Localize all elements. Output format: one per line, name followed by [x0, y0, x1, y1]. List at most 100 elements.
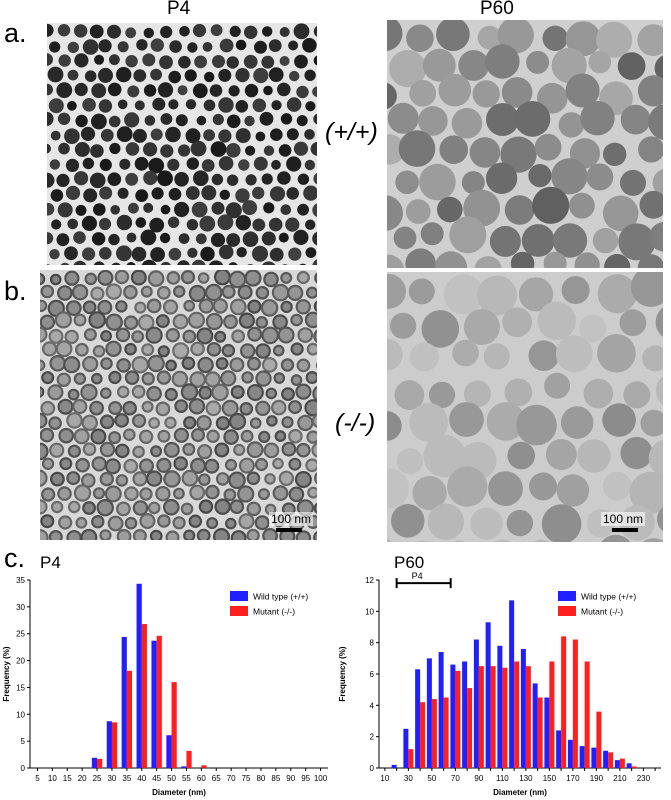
fibril [255, 285, 270, 300]
fibril [73, 484, 92, 502]
fibril [500, 136, 537, 173]
y-tick-label: 8 [370, 639, 375, 648]
fibril [295, 299, 311, 315]
fibril [54, 311, 72, 329]
x-tick-label: 150 [543, 774, 557, 783]
fibril [262, 528, 278, 540]
fibril [63, 356, 81, 374]
fibril [104, 458, 121, 475]
fibril [75, 457, 90, 473]
fibril [648, 439, 663, 477]
fibril [208, 260, 224, 265]
fibril [173, 456, 188, 471]
fibril [188, 311, 206, 329]
fibril [244, 270, 262, 287]
fibril [552, 223, 588, 258]
fibril [296, 85, 309, 99]
fibril [221, 284, 236, 299]
fibril [172, 487, 185, 500]
fibril [463, 309, 500, 345]
bar-wild [403, 728, 409, 768]
fibril [167, 216, 180, 228]
fibril [638, 136, 663, 163]
fibril [228, 85, 240, 97]
legend-label-wild: Wild type (+/+) [253, 592, 308, 602]
x-axis-label: Diameter (nm) [152, 788, 206, 797]
fibril [266, 415, 278, 427]
y-tick-label: 25 [16, 630, 25, 639]
fibril [163, 299, 179, 315]
fibril [427, 503, 465, 540]
fibril [188, 284, 206, 303]
fibril [56, 372, 71, 388]
fibril [115, 300, 128, 313]
fibril [50, 130, 61, 141]
fibril [99, 529, 112, 540]
fibril [233, 443, 246, 456]
fibril [263, 442, 280, 459]
fibril [604, 253, 631, 268]
fibril [255, 343, 271, 359]
fibril [59, 457, 73, 471]
fibril [261, 326, 279, 345]
fibril [412, 476, 447, 511]
bar-mutant [408, 749, 414, 768]
fibril [155, 485, 171, 502]
fibril [255, 131, 266, 142]
micrograph-p60-mutant [387, 272, 663, 542]
fibril [138, 429, 154, 444]
fibril [108, 233, 120, 246]
fibril [147, 354, 165, 373]
fibril [75, 204, 87, 216]
fibril [630, 272, 663, 307]
fibril [92, 345, 106, 358]
fibril [64, 246, 78, 261]
fibril [297, 414, 314, 432]
fibril [277, 82, 291, 97]
y-tick-label: 12 [365, 576, 374, 585]
fibril [387, 273, 406, 309]
fibril [80, 528, 98, 540]
fibril [596, 21, 633, 58]
fibril [183, 529, 196, 540]
fibril [238, 513, 255, 530]
fibril [116, 214, 133, 231]
fibril [213, 528, 230, 540]
fibril [395, 170, 419, 195]
fibril [420, 222, 444, 246]
fibril [205, 312, 223, 331]
fibril [81, 215, 97, 231]
fibril [215, 357, 229, 370]
fibril [67, 100, 77, 111]
y-tick-label: 4 [370, 701, 375, 710]
fibril [263, 85, 273, 96]
fibril [42, 341, 58, 357]
fibril [228, 471, 246, 490]
fibril [214, 442, 230, 458]
fibril [91, 83, 107, 99]
fibril [297, 203, 309, 216]
fibril [293, 23, 310, 40]
x-tick-label: 5 [35, 774, 40, 783]
fibril [134, 156, 149, 171]
fibril [200, 246, 215, 262]
fibril [167, 158, 180, 171]
fibril [40, 499, 48, 515]
fibril [280, 300, 293, 314]
legend-swatch-wild [558, 591, 576, 601]
fibril [244, 115, 255, 127]
fibril [116, 529, 132, 540]
fibril [656, 507, 663, 532]
fibril [172, 516, 186, 530]
fibril [270, 128, 283, 141]
fibril [40, 386, 45, 398]
bar-mutant [490, 666, 496, 768]
fibril [603, 142, 627, 166]
fibril [51, 219, 62, 230]
fibril [126, 262, 136, 265]
fibril [123, 284, 138, 300]
scale-bar-label-p4: 100 nm [269, 512, 314, 526]
fibril [131, 246, 147, 262]
fibril [58, 142, 70, 155]
fibril [218, 129, 232, 143]
